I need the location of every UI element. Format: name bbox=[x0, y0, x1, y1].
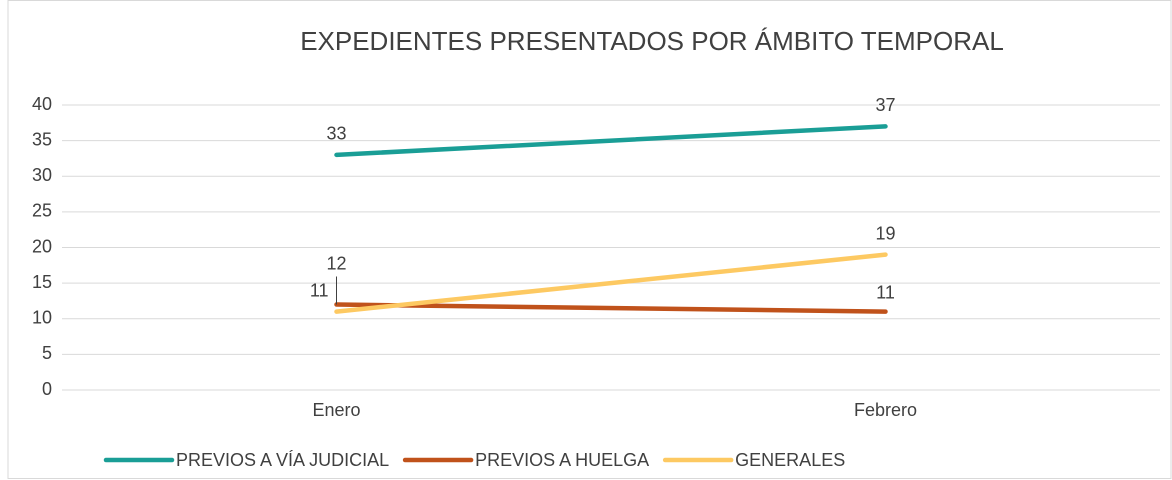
x-tick-label: Febrero bbox=[854, 400, 917, 420]
y-tick-label: 40 bbox=[32, 94, 52, 114]
line-series bbox=[334, 302, 888, 314]
chart-title: EXPEDIENTES PRESENTADOS POR ÁMBITO TEMPO… bbox=[300, 26, 1004, 56]
y-tick-label: 5 bbox=[42, 343, 52, 363]
data-label: 11 bbox=[876, 282, 895, 302]
data-label: 11 bbox=[310, 280, 329, 300]
y-tick-label: 25 bbox=[32, 201, 52, 221]
y-tick-label: 15 bbox=[32, 272, 52, 292]
y-tick-label: 0 bbox=[42, 379, 52, 399]
data-label: 37 bbox=[875, 95, 895, 115]
line-series bbox=[334, 124, 888, 158]
legend-label: PREVIOS A HUELGA bbox=[475, 450, 649, 470]
line-series bbox=[334, 252, 888, 314]
chart-frame bbox=[7, 0, 1172, 479]
data-label: 12 bbox=[326, 253, 346, 273]
y-tick-label: 10 bbox=[32, 308, 52, 328]
legend-label: PREVIOS A VÍA JUDICIAL bbox=[176, 450, 389, 470]
data-label: 33 bbox=[326, 124, 346, 144]
y-tick-label: 20 bbox=[32, 236, 52, 256]
y-tick-label: 35 bbox=[32, 129, 52, 149]
x-tick-label: Enero bbox=[312, 400, 360, 420]
legend-label: GENERALES bbox=[735, 450, 845, 470]
data-label: 19 bbox=[875, 223, 895, 243]
y-tick-label: 30 bbox=[32, 165, 52, 185]
